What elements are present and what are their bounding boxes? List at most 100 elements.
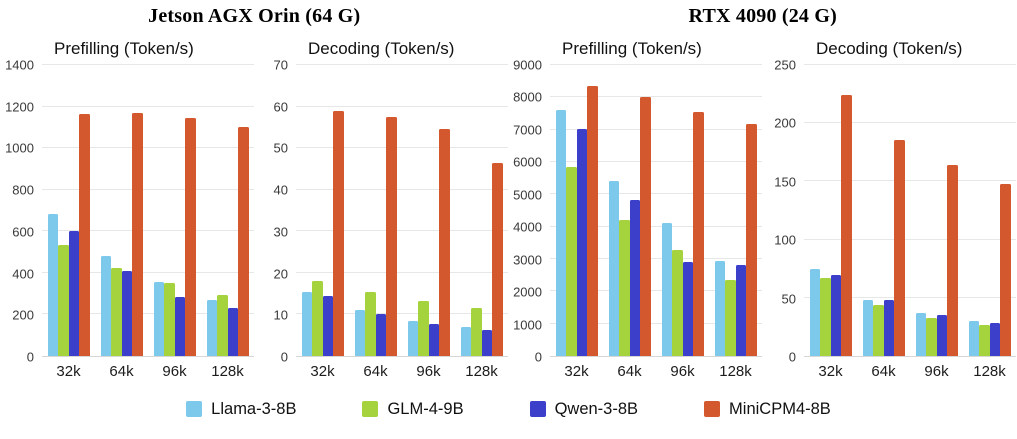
bar-minicpm4-8b-128k xyxy=(492,162,503,356)
legend-label: GLM-4-9B xyxy=(387,399,464,418)
plot-area xyxy=(42,64,254,357)
bar-glm-4-9b-128k xyxy=(979,324,990,356)
bar-group-32k xyxy=(809,65,852,356)
bar-glm-4-9b-64k xyxy=(365,292,376,356)
bar-qwen-3-8b-32k xyxy=(322,295,333,356)
chart-jetson-decoding: Decoding (Token/s) 0 10 20 30 40 50 60 70 32k 64… xyxy=(254,37,508,380)
bar-glm-4-9b-96k xyxy=(418,301,429,356)
x-tick-label: 32k xyxy=(56,363,81,380)
bar-llama-3-8b-64k xyxy=(100,256,111,356)
bar-glm-4-9b-32k xyxy=(312,281,323,356)
gridline xyxy=(296,313,508,315)
bar-llama-3-8b-96k xyxy=(407,320,418,356)
y-axis: 0 50 100 150 200 250 xyxy=(762,59,804,364)
y-axis: 0 1000 2000 3000 4000 5000 6000 7000 8000 9000 xyxy=(508,59,550,364)
bar-qwen-3-8b-64k xyxy=(629,200,640,356)
gridline xyxy=(42,105,254,107)
bar-group-32k xyxy=(47,65,90,356)
bar-minicpm4-8b-32k xyxy=(79,113,90,356)
bar-qwen-3-8b-128k xyxy=(481,330,492,356)
bar-qwen-3-8b-128k xyxy=(227,308,238,356)
bar-llama-3-8b-64k xyxy=(354,310,365,356)
bar-qwen-3-8b-64k xyxy=(883,300,894,356)
plot-area xyxy=(550,64,762,357)
y-tick-label: 0 xyxy=(280,349,288,365)
bar-glm-4-9b-64k xyxy=(111,267,122,356)
x-tick-label: 128k xyxy=(719,363,752,380)
y-tick-label: 600 xyxy=(12,224,34,240)
x-axis: 32k 64k 96k 128k xyxy=(0,363,254,380)
bar-llama-3-8b-64k xyxy=(862,300,873,356)
x-tick-label: 64k xyxy=(363,363,388,380)
plot-area xyxy=(804,64,1016,357)
bar-group-128k xyxy=(714,65,757,356)
gridline xyxy=(42,313,254,315)
chart-jetson-prefilling: Prefilling (Token/s) 0 200 400 600 800 1000 12… xyxy=(0,37,254,380)
bar-group-96k xyxy=(153,65,196,356)
plot-area xyxy=(296,64,508,357)
bar-minicpm4-8b-96k xyxy=(693,111,704,356)
bar-minicpm4-8b-64k xyxy=(640,97,651,356)
y-tick-label: 50 xyxy=(781,291,796,307)
bar-glm-4-9b-64k xyxy=(619,219,630,356)
chart-subtitle: Prefilling (Token/s) xyxy=(562,39,702,58)
y-tick-label: 6000 xyxy=(513,154,542,170)
x-tick-label: 32k xyxy=(564,363,589,380)
bar-group-32k xyxy=(301,65,344,356)
x-tick-label: 64k xyxy=(109,363,134,380)
legend-item-minicpm4-8b: MiniCPM4-8B xyxy=(704,400,831,419)
bar-minicpm4-8b-32k xyxy=(841,95,852,356)
bar-minicpm4-8b-128k xyxy=(1000,183,1011,356)
charts-row: Prefilling (Token/s) 0 200 400 600 800 1000 12… xyxy=(0,37,1017,380)
gridline xyxy=(550,161,762,162)
gridline xyxy=(804,64,1016,65)
chart-subtitle: Prefilling (Token/s) xyxy=(54,39,194,58)
gridline xyxy=(804,296,1016,298)
gridline xyxy=(42,188,254,190)
gridline xyxy=(550,225,762,227)
bar-qwen-3-8b-128k xyxy=(989,323,1000,356)
x-axis: 32k 64k 96k 128k xyxy=(762,363,1016,380)
bar-glm-4-9b-96k xyxy=(164,283,175,356)
gridline xyxy=(296,188,508,190)
y-tick-label: 3000 xyxy=(513,252,542,268)
bar-llama-3-8b-32k xyxy=(555,110,566,356)
y-tick-label: 40 xyxy=(273,182,288,198)
y-tick-label: 5000 xyxy=(513,187,542,203)
y-tick-label: 200 xyxy=(774,115,796,131)
y-tick-label: 50 xyxy=(273,140,288,156)
y-tick-label: 30 xyxy=(273,224,288,240)
y-tick-label: 70 xyxy=(273,57,288,73)
gridline xyxy=(42,271,254,273)
y-tick-label: 800 xyxy=(12,182,34,198)
y-tick-label: 0 xyxy=(788,349,796,365)
bar-minicpm4-8b-96k xyxy=(947,165,958,356)
bar-minicpm4-8b-96k xyxy=(439,129,450,356)
x-tick-label: 96k xyxy=(670,363,695,380)
x-axis: 32k 64k 96k 128k xyxy=(508,363,762,380)
bar-llama-3-8b-128k xyxy=(206,299,217,356)
bar-glm-4-9b-128k xyxy=(217,294,228,356)
bar-glm-4-9b-32k xyxy=(566,166,577,356)
device-title-rtx4090: RTX 4090 (24 G) xyxy=(688,5,837,27)
legend-item-glm-4-9b: GLM-4-9B xyxy=(362,399,464,419)
x-tick-label: 64k xyxy=(617,363,642,380)
y-axis: 0 10 20 30 40 50 60 70 xyxy=(254,59,296,364)
y-tick-label: 10 xyxy=(273,307,288,323)
y-tick-label: 1000 xyxy=(5,140,34,156)
chart-subtitle: Decoding (Token/s) xyxy=(816,39,963,58)
gridline xyxy=(550,290,762,292)
bar-qwen-3-8b-96k xyxy=(174,296,185,356)
x-tick-label: 96k xyxy=(416,363,441,380)
bar-minicpm4-8b-128k xyxy=(238,127,249,356)
bar-llama-3-8b-96k xyxy=(915,312,926,356)
gridline xyxy=(804,238,1016,240)
y-tick-label: 4000 xyxy=(513,219,542,235)
bar-group-96k xyxy=(661,65,704,356)
bar-llama-3-8b-128k xyxy=(714,260,725,356)
gridline xyxy=(804,180,1016,182)
gridline xyxy=(550,96,762,98)
gridline xyxy=(804,122,1016,124)
gridline xyxy=(550,64,762,65)
x-tick-label: 96k xyxy=(162,363,187,380)
